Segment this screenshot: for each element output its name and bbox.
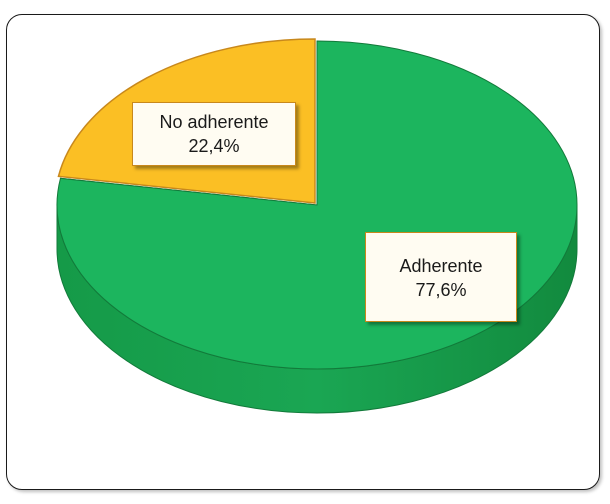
data-label-no-adherente: No adherente 22,4%: [132, 102, 296, 166]
data-label-adherente-category: Adherente: [399, 256, 483, 276]
pie-group: [56, 38, 578, 414]
data-label-no-adherente-category: No adherente: [159, 112, 269, 132]
data-label-adherente: Adherente 77,6%: [365, 232, 517, 322]
data-label-no-adherente-value: 22,4%: [188, 136, 240, 156]
data-label-adherente-value: 77,6%: [415, 280, 467, 300]
